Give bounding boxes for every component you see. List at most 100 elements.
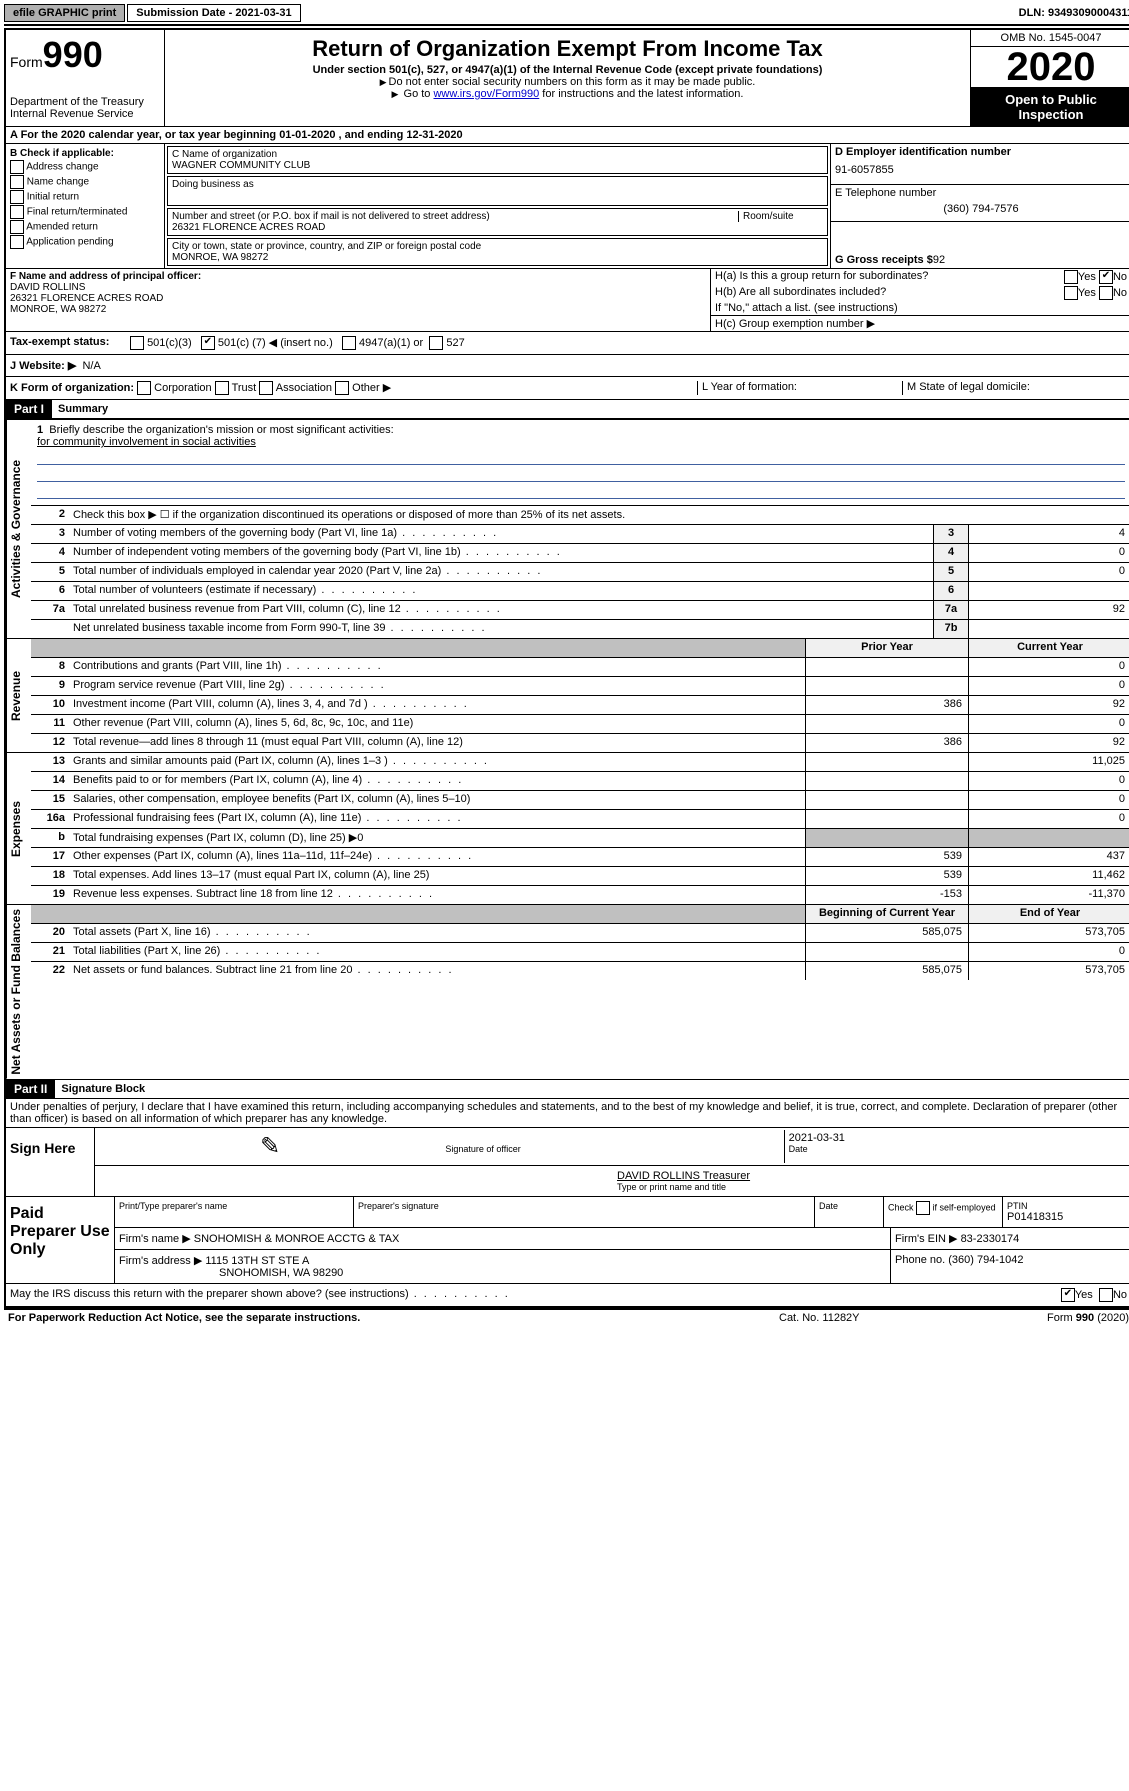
- q17-text: Other expenses (Part IX, column (A), lin…: [69, 848, 805, 866]
- check-pending[interactable]: [10, 235, 24, 249]
- ptin-value: P01418315: [1007, 1211, 1127, 1223]
- website-label: J Website: ▶: [10, 360, 76, 372]
- check-4947[interactable]: [342, 336, 356, 350]
- form990-link[interactable]: www.irs.gov/Form990: [433, 88, 539, 100]
- prep-name-label: Print/Type preparer's name: [119, 1201, 349, 1211]
- l-year-formation: L Year of formation:: [697, 381, 902, 395]
- col-current: Current Year: [968, 639, 1129, 657]
- section-expenses: Expenses: [6, 753, 31, 904]
- sig-officer-label: Signature of officer: [445, 1144, 779, 1154]
- form-subtitle: Under section 501(c), 527, or 4947(a)(1)…: [169, 64, 966, 76]
- ein-label: D Employer identification number: [835, 146, 1127, 158]
- website-value: N/A: [82, 360, 100, 372]
- part2-header: Part II: [6, 1080, 55, 1098]
- sig-date: 2021-03-31: [789, 1132, 1123, 1144]
- top-bar: efile GRAPHIC print Submission Date - 20…: [4, 4, 1129, 26]
- q4-val: 0: [968, 544, 1129, 562]
- dln-label: DLN: 93493090004311: [1019, 7, 1129, 19]
- q15-val: 0: [968, 791, 1129, 809]
- q9-text: Program service revenue (Part VIII, line…: [69, 677, 805, 695]
- q3-text: Number of voting members of the governin…: [69, 525, 933, 543]
- check-527[interactable]: [429, 336, 443, 350]
- ha-yes[interactable]: [1064, 270, 1078, 284]
- check-address[interactable]: [10, 160, 24, 174]
- firm-ein: 83-2330174: [961, 1233, 1020, 1245]
- firm-phone: (360) 794-1042: [948, 1254, 1023, 1266]
- q8-text: Contributions and grants (Part VIII, lin…: [69, 658, 805, 676]
- q18-val: 11,462: [968, 867, 1129, 885]
- form-title: Return of Organization Exempt From Incom…: [169, 36, 966, 62]
- q14-text: Benefits paid to or for members (Part IX…: [69, 772, 805, 790]
- q16a-val: 0: [968, 810, 1129, 828]
- officer-addr2: MONROE, WA 98272: [10, 304, 706, 315]
- submission-date: Submission Date - 2021-03-31: [127, 4, 300, 22]
- check-final[interactable]: [10, 205, 24, 219]
- mission-text: for community involvement in social acti…: [37, 436, 256, 448]
- q7a-val: 92: [968, 601, 1129, 619]
- org-name: WAGNER COMMUNITY CLUB: [172, 160, 823, 171]
- part2-title: Signature Block: [55, 1081, 151, 1097]
- tel-label: E Telephone number: [835, 187, 1127, 199]
- hb-note: If "No," attach a list. (see instruction…: [711, 301, 1129, 315]
- org-address: 26321 FLORENCE ACRES ROAD: [172, 222, 823, 233]
- addr-label: Number and street (or P.O. box if mail i…: [172, 211, 738, 222]
- part1-header: Part I: [6, 400, 52, 418]
- open-public-1: Open to Public: [973, 92, 1129, 107]
- q2-text: Check this box ▶ ☐ if the organization d…: [69, 506, 1129, 524]
- check-trust[interactable]: [215, 381, 229, 395]
- hb-label: H(b) Are all subordinates included?: [715, 286, 1064, 300]
- q22-text: Net assets or fund balances. Subtract li…: [69, 962, 805, 980]
- sig-date-label: Date: [789, 1144, 1123, 1154]
- q22-val: 573,705: [968, 962, 1129, 980]
- check-assoc[interactable]: [259, 381, 273, 395]
- check-self-employed[interactable]: [916, 1201, 930, 1215]
- officer-name-label: Type or print name and title: [617, 1182, 1123, 1192]
- col-prior: Prior Year: [805, 639, 968, 657]
- check-501c[interactable]: ✔: [201, 336, 215, 350]
- check-amended[interactable]: [10, 220, 24, 234]
- line-a: A For the 2020 calendar year, or tax yea…: [6, 127, 1129, 144]
- city-label: City or town, state or province, country…: [172, 241, 823, 252]
- hb-yes[interactable]: [1064, 286, 1078, 300]
- discuss-yes[interactable]: ✔: [1061, 1288, 1075, 1302]
- dept-label: Department of the Treasury: [10, 96, 160, 108]
- q19-prior: -153: [805, 886, 968, 904]
- q20-text: Total assets (Part X, line 16): [69, 924, 805, 942]
- q16a-text: Professional fundraising fees (Part IX, …: [69, 810, 805, 828]
- q10-text: Investment income (Part VIII, column (A)…: [69, 696, 805, 714]
- ein-value: 91-6057855: [835, 158, 1127, 182]
- q7b-text: Net unrelated business taxable income fr…: [69, 620, 933, 638]
- discuss-text: May the IRS discuss this return with the…: [10, 1288, 1061, 1302]
- q8-val: 0: [968, 658, 1129, 676]
- efile-button[interactable]: efile GRAPHIC print: [4, 4, 125, 22]
- check-name[interactable]: [10, 175, 24, 189]
- section-governance: Activities & Governance: [6, 420, 31, 638]
- q21-text: Total liabilities (Part X, line 26): [69, 943, 805, 961]
- ha-no[interactable]: ✔: [1099, 270, 1113, 284]
- q10-prior: 386: [805, 696, 968, 714]
- q6-val: [968, 582, 1129, 600]
- form-container: Form990 Department of the Treasury Inter…: [4, 28, 1129, 1308]
- col-eoy: End of Year: [968, 905, 1129, 923]
- firm-phone-label: Phone no.: [895, 1254, 945, 1266]
- q18-prior: 539: [805, 867, 968, 885]
- footer-right: Form 990 (2020): [979, 1312, 1129, 1324]
- prep-sig-label: Preparer's signature: [358, 1201, 810, 1211]
- hb-no[interactable]: [1099, 286, 1113, 300]
- check-initial[interactable]: [10, 190, 24, 204]
- q14-val: 0: [968, 772, 1129, 790]
- check-other[interactable]: [335, 381, 349, 395]
- org-name-label: C Name of organization: [172, 149, 823, 160]
- q11-text: Other revenue (Part VIII, column (A), li…: [69, 715, 805, 733]
- col-b-title: B Check if applicable:: [10, 148, 160, 159]
- k-label: K Form of organization:: [10, 382, 134, 394]
- q13-val: 11,025: [968, 753, 1129, 771]
- m-state-domicile: M State of legal domicile:: [902, 381, 1127, 395]
- q10-val: 92: [968, 696, 1129, 714]
- q20-prior: 585,075: [805, 924, 968, 942]
- firm-name: SNOHOMISH & MONROE ACCTG & TAX: [194, 1233, 400, 1245]
- discuss-no[interactable]: [1099, 1288, 1113, 1302]
- check-corp[interactable]: [137, 381, 151, 395]
- q1-label: Briefly describe the organization's miss…: [49, 424, 393, 436]
- check-501c3[interactable]: [130, 336, 144, 350]
